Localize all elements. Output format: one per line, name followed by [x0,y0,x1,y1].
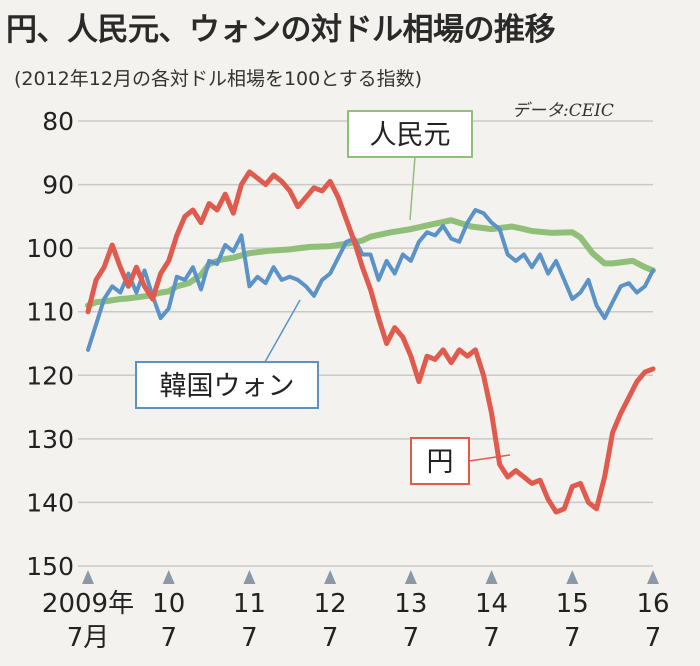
x-tick-marker [162,570,175,584]
callout-label: 円 [427,447,454,478]
callout-box [347,110,473,158]
x-tick-marker [324,570,337,584]
x-tick-label: 11 [233,589,266,619]
x-tick-marker [485,570,498,584]
callout-label: 人民元 [370,120,451,151]
chart-title: 円、人民元、ウォンの対ドル相場の推移 [6,12,556,48]
series-line-韓国ウォン [86,208,655,352]
x-tick-sublabel: 7月 [67,623,110,653]
x-tick-sublabel: 7 [322,623,339,653]
y-tick-label: 130 [26,425,74,454]
data-source-note: データ:CEIC [512,101,614,121]
y-tick-label: 80 [42,107,74,136]
x-tick-sublabel: 7 [483,623,500,653]
callout-leader [468,454,511,462]
callout-label: 韓国ウォン [160,371,295,402]
chart-subtitle: (2012年12月の各対ドル相場を100とする指数) [14,68,423,90]
x-tick-label: 12 [314,589,347,619]
y-tick-label: 90 [42,171,74,200]
x-tick-sublabel: 7 [645,623,662,653]
y-tick-label: 100 [26,234,74,263]
x-tick-marker [243,570,256,584]
x-tick-label: 16 [636,589,669,619]
callout-leader [409,156,416,221]
x-tick-sublabel: 7 [241,623,258,653]
x-tick-sublabel: 7 [160,623,177,653]
x-tick-sublabel: 7 [564,623,581,653]
y-tick-label: 110 [26,298,74,327]
callout-box [410,437,470,485]
x-tick-label: 10 [152,589,185,619]
x-tick-marker [566,570,579,584]
y-tick-label: 140 [26,488,74,517]
x-tick-label: 15 [556,589,589,619]
callout-box [135,361,319,409]
callout-leader [264,299,301,363]
x-axis: 2009年 7月 10 7 11 7 12 7 13 7 14 7 15 7 16 7 [42,570,670,653]
series-line-円 [85,169,656,515]
x-tick-label: 2009年 [42,589,134,619]
x-tick-marker [647,570,659,584]
x-tick-marker [404,570,417,584]
x-tick-sublabel: 7 [403,623,420,653]
x-tick-label: 13 [394,589,427,619]
x-tick-marker [82,570,94,584]
x-tick-label: 14 [475,589,508,619]
y-tick-label: 120 [26,361,74,390]
series-lines [85,169,656,515]
y-axis: 80 90 100 110 120 130 140 150 [26,107,74,581]
y-tick-label: 150 [26,552,74,581]
